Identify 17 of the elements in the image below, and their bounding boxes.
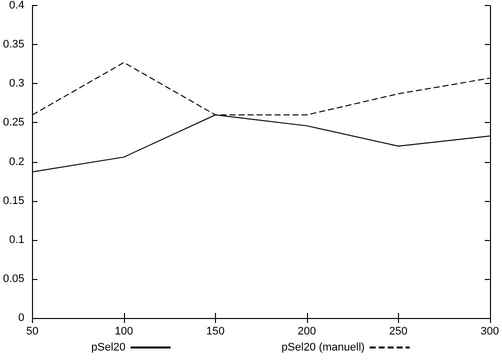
y-tick-label: 0.05 bbox=[2, 272, 24, 285]
x-tick-label: 300 bbox=[480, 326, 500, 338]
y-tick-label: 0.4 bbox=[9, 0, 24, 12]
legend-label: pSel20 bbox=[91, 342, 126, 354]
x-tick-label: 150 bbox=[206, 326, 225, 338]
y-tick-label: 0 bbox=[18, 312, 24, 324]
y-tick-label: 0.1 bbox=[9, 234, 24, 246]
y-tick-label: 0.35 bbox=[2, 38, 24, 51]
y-tick-label: 0.3 bbox=[9, 78, 24, 90]
legend-label: pSel20 (manuell) bbox=[282, 342, 365, 354]
y-tick-label: 0.25 bbox=[2, 116, 24, 129]
x-tick-label: 200 bbox=[298, 326, 316, 338]
y-tick-label: 0.15 bbox=[2, 194, 24, 207]
x-tick-label: 250 bbox=[389, 326, 408, 338]
y-tick-label: 0.2 bbox=[9, 156, 24, 168]
x-tick-label: 100 bbox=[114, 326, 134, 338]
x-tick-label: 50 bbox=[26, 326, 39, 338]
